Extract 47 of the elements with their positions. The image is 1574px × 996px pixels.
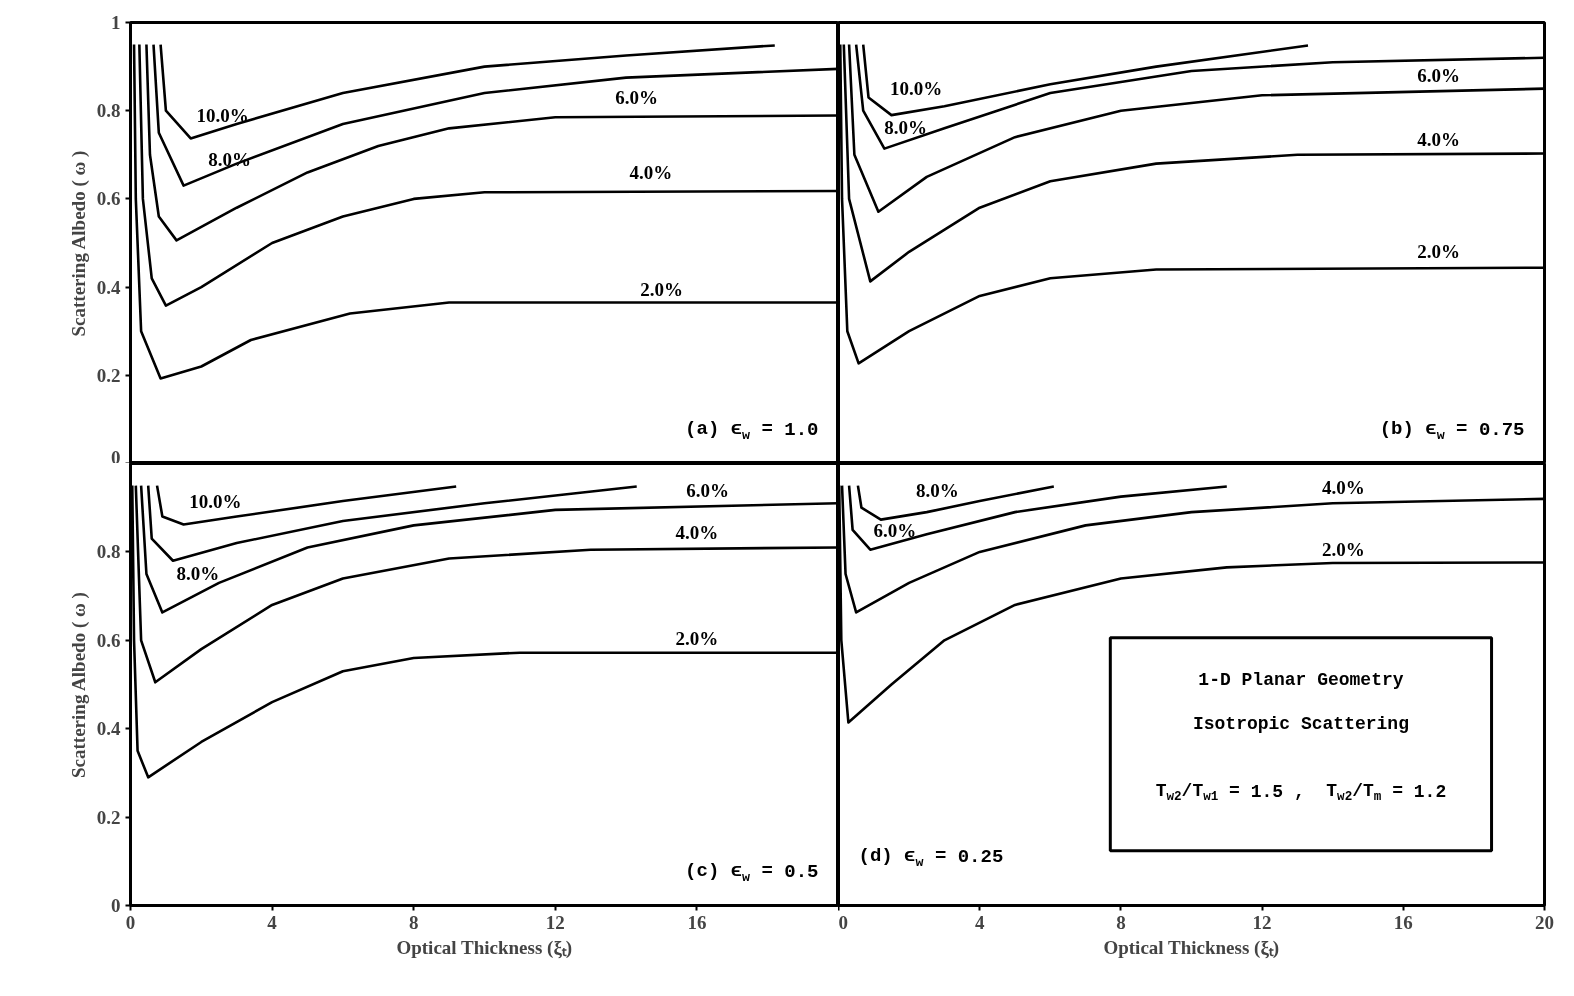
x-tick-label: 16 bbox=[687, 911, 707, 933]
x-tick-label: 20 bbox=[1535, 911, 1554, 933]
x-axis-title: Optical Thickness (ξₜ) bbox=[1103, 936, 1280, 959]
x-tick-label: 8 bbox=[1116, 911, 1126, 933]
series-label: 2.0% bbox=[1417, 241, 1460, 263]
x-tick-label: 12 bbox=[1252, 911, 1272, 933]
y-tick-label: 0.4 bbox=[96, 718, 121, 740]
x-tick-label: 16 bbox=[1393, 911, 1413, 933]
series-label: 4.0% bbox=[629, 161, 673, 183]
series-label: 8.0% bbox=[915, 479, 959, 501]
x-axis-title: Optical Thickness (ξₜ) bbox=[396, 936, 573, 959]
series-label: 10.0% bbox=[189, 490, 242, 512]
annotation: 1-D Planar Geometry bbox=[1198, 670, 1404, 691]
series-label: 4.0% bbox=[1417, 128, 1460, 150]
series-label: 2.0% bbox=[675, 627, 719, 649]
series-label: 8.0% bbox=[176, 562, 220, 584]
y-tick-label: 0.6 bbox=[96, 629, 121, 651]
x-tick-label: 4 bbox=[974, 911, 985, 933]
y-tick-label: 0.4 bbox=[96, 276, 121, 298]
y-tick-label: 0 bbox=[111, 446, 121, 468]
series-label: 8.0% bbox=[208, 148, 251, 170]
y-tick-label: 0.8 bbox=[96, 541, 121, 563]
y-tick-label: 0.2 bbox=[96, 364, 121, 386]
y-tick-label: 1 bbox=[111, 12, 121, 33]
series-label: 6.0% bbox=[615, 86, 659, 108]
series-label: 4.0% bbox=[675, 521, 719, 543]
y-tick-label: 0 bbox=[111, 895, 121, 916]
series-label: 6.0% bbox=[686, 479, 729, 501]
y-axis-title: Scattering Albedo ( ω ) bbox=[67, 592, 90, 778]
y-tick-label: 0.8 bbox=[96, 100, 121, 122]
x-tick-label: 4 bbox=[267, 911, 278, 933]
annotation: Isotropic Scattering bbox=[1192, 714, 1409, 735]
x-tick-label: 12 bbox=[545, 911, 565, 933]
series-label: 10.0% bbox=[196, 104, 249, 126]
series-label: 4.0% bbox=[1321, 477, 1365, 499]
series-label: 6.0% bbox=[873, 519, 917, 541]
y-axis-title: Scattering Albedo ( ω ) bbox=[67, 150, 90, 337]
x-tick-label: 0 bbox=[125, 911, 136, 933]
series-label: 10.0% bbox=[890, 78, 943, 100]
y-tick-label: 0.2 bbox=[96, 806, 121, 828]
series-label: 2.0% bbox=[1321, 539, 1365, 561]
x-tick-label: 0 bbox=[838, 911, 848, 933]
series-label: 6.0% bbox=[1417, 64, 1460, 86]
series-label: 2.0% bbox=[640, 278, 683, 300]
x-tick-label: 8 bbox=[408, 911, 419, 933]
y-tick-label: 0.6 bbox=[96, 188, 121, 210]
series-label: 8.0% bbox=[884, 116, 927, 138]
